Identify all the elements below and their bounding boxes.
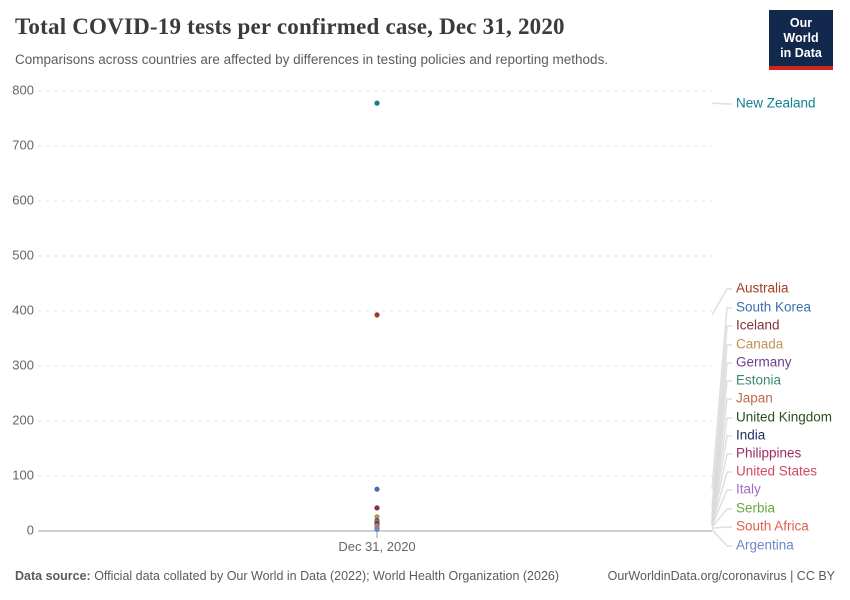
y-tick-label: 400 <box>12 302 34 317</box>
label-connector-line <box>711 508 732 528</box>
entity-label-united-kingdom[interactable]: United Kingdom <box>736 410 832 425</box>
data-source-note: Data source: Official data collated by O… <box>15 569 559 583</box>
label-connector-line <box>711 526 732 529</box>
y-tick-label: 100 <box>12 467 34 482</box>
label-connector-line <box>711 471 732 526</box>
y-tick-label: 600 <box>12 192 34 207</box>
label-connector-line <box>711 435 732 525</box>
entity-label-argentina[interactable]: Argentina <box>736 538 794 553</box>
entity-label-italy[interactable]: Italy <box>736 482 761 497</box>
entity-label-south-africa[interactable]: South Africa <box>736 519 809 534</box>
y-tick-label: 300 <box>12 357 34 372</box>
x-tick-label: Dec 31, 2020 <box>338 539 415 554</box>
y-tick-label: 800 <box>12 82 34 97</box>
label-connector-line <box>711 398 732 523</box>
y-tick-label: 0 <box>27 522 34 537</box>
owid-logo-line1: Our World <box>783 16 819 45</box>
entity-label-australia[interactable]: Australia <box>736 281 789 296</box>
entity-label-estonia[interactable]: Estonia <box>736 373 782 388</box>
entity-label-united-states[interactable]: United States <box>736 464 817 479</box>
chart-subtitle: Comparisons across countries are affecte… <box>15 52 609 67</box>
label-connector-line <box>711 453 732 526</box>
label-connector-line <box>711 380 732 522</box>
label-connector-line <box>711 417 732 524</box>
entity-label-india[interactable]: India <box>736 428 766 443</box>
label-connector-line <box>711 528 732 547</box>
y-tick-label: 500 <box>12 247 34 262</box>
entity-label-canada[interactable]: Canada <box>736 337 784 352</box>
entity-label-iceland[interactable]: Iceland <box>736 318 780 333</box>
entity-label-japan[interactable]: Japan <box>736 391 773 406</box>
y-tick-label: 700 <box>12 137 34 152</box>
y-tick-label: 200 <box>12 412 34 427</box>
label-connector-line <box>711 325 732 508</box>
data-point-argentina[interactable] <box>374 526 380 532</box>
page-title: Total COVID-19 tests per confirmed case,… <box>15 14 565 39</box>
owid-logo-line2: in Data <box>780 46 822 60</box>
label-connector-line <box>711 307 732 490</box>
data-point-australia[interactable] <box>374 312 380 318</box>
data-point-south-korea[interactable] <box>374 486 380 492</box>
owid-logo[interactable]: Our World in Data <box>769 10 833 70</box>
entity-label-germany[interactable]: Germany <box>736 355 792 370</box>
entity-label-philippines[interactable]: Philippines <box>736 446 802 461</box>
chart-footer: Data source: Official data collated by O… <box>15 569 835 583</box>
data-point-canada[interactable] <box>374 514 380 520</box>
label-connector-line <box>711 102 732 105</box>
entity-label-south-korea[interactable]: South Korea <box>736 300 812 315</box>
entity-label-new-zealand[interactable]: New Zealand <box>736 96 816 111</box>
data-point-iceland[interactable] <box>374 505 380 511</box>
owid-credit-link[interactable]: OurWorldinData.org/coronavirus | CC BY <box>607 569 835 583</box>
data-point-new-zealand[interactable] <box>374 100 380 106</box>
entity-label-serbia[interactable]: Serbia <box>736 501 776 516</box>
data-source-text: Official data collated by Our World in D… <box>90 569 560 583</box>
label-connector-line <box>711 288 732 316</box>
label-connector-line <box>711 344 732 517</box>
label-connector-line <box>711 489 732 527</box>
data-source-label: Data source: <box>15 569 91 583</box>
